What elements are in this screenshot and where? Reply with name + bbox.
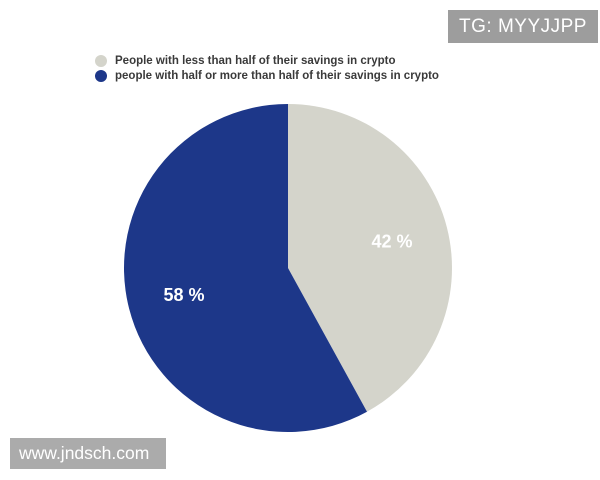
telegram-tag-badge: TG: MYYJJPP xyxy=(448,10,598,43)
pie-chart: 42 % 58 % xyxy=(123,104,452,432)
pie-slice-0 xyxy=(288,104,452,412)
pie-slice-1 xyxy=(123,104,368,432)
legend-swatch-gray-icon xyxy=(95,54,107,67)
legend-item-less-than-half: People with less than half of their savi… xyxy=(95,53,439,68)
pie-slice-value-label-0: 42 % xyxy=(371,232,412,252)
pie-slice-value-label-1: 58 % xyxy=(163,285,204,305)
legend-label-less-than-half: People with less than half of their savi… xyxy=(115,54,396,67)
legend-label-half-or-more: people with half or more than half of th… xyxy=(115,69,439,82)
legend-swatch-blue-icon xyxy=(95,69,107,82)
legend-item-half-or-more: people with half or more than half of th… xyxy=(95,68,439,83)
chart-legend: People with less than half of their savi… xyxy=(95,53,439,83)
website-watermark-badge: www.jndsch.com xyxy=(10,438,166,469)
